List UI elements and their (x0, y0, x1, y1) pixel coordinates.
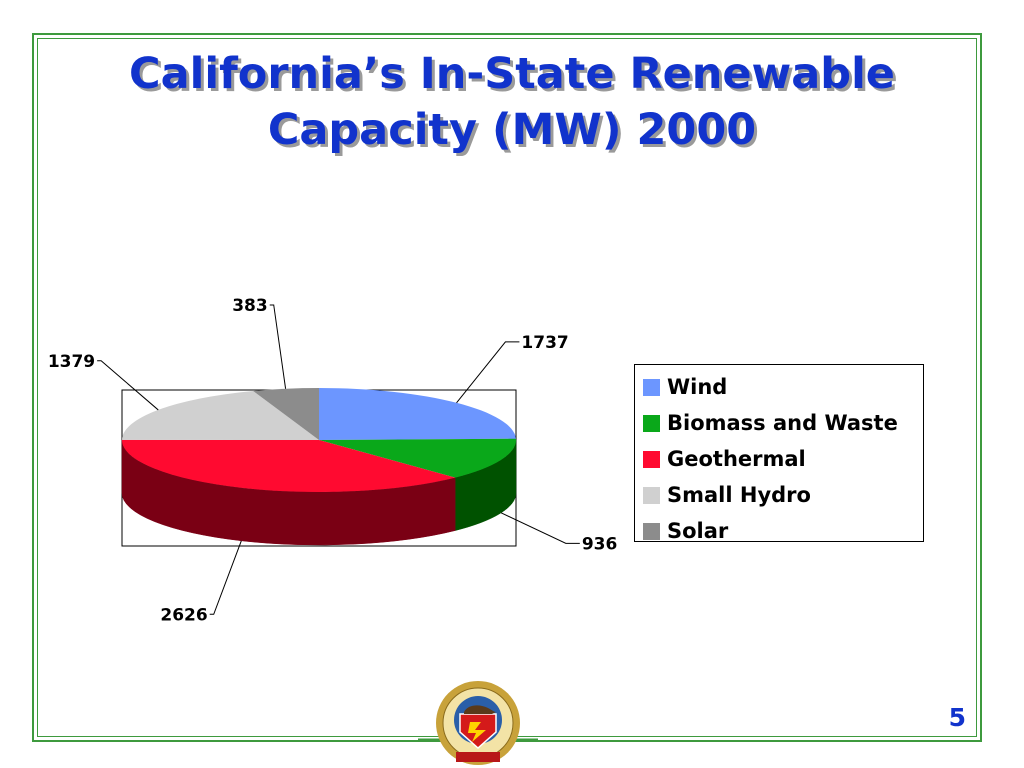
leader-line-biomass-and-waste (500, 512, 580, 544)
page-number: 5 (948, 703, 966, 732)
legend-item-biomass-and-waste: Biomass and Waste (635, 405, 923, 441)
legend-label-solar: Solar (667, 519, 729, 543)
legend-item-wind: Wind (635, 369, 923, 405)
slide-title-line1: California’s In-State Renewable (129, 49, 895, 99)
pie-data-labels: 1737 936 2626 1379 383 (48, 296, 618, 625)
data-label-biomass-and-waste: 936 (582, 534, 618, 554)
pie-slice-wind (319, 388, 516, 440)
pie-slice-small-hydro (122, 390, 319, 440)
data-label-small-hydro: 1379 (48, 352, 95, 372)
legend-label-small-hydro: Small Hydro (667, 483, 811, 507)
legend-swatch-biomass-and-waste (643, 414, 660, 432)
energy-commission-seal-logo (418, 681, 538, 765)
legend-swatch-small-hydro (643, 486, 660, 504)
legend-swatch-solar (643, 522, 660, 540)
legend-item-solar: Solar (635, 513, 923, 549)
data-label-wind: 1737 (521, 333, 568, 353)
leader-line-wind (456, 341, 520, 404)
chart-legend: Wind Biomass and Waste Geothermal Small Hyd… (634, 364, 924, 543)
legend-swatch-geothermal (643, 450, 660, 468)
data-label-solar: 383 (232, 296, 268, 316)
slide-title: California’s In-State Renewable Capacity… (60, 46, 964, 158)
pie-leader-lines (97, 304, 580, 615)
legend-label-biomass-and-waste: Biomass and Waste (667, 411, 898, 435)
leader-line-geothermal (209, 540, 242, 615)
leader-line-small-hydro (97, 360, 159, 411)
pie-top (121, 388, 516, 493)
legend-item-geothermal: Geothermal (635, 441, 923, 477)
leader-line-solar (269, 304, 287, 389)
pie-slice-biomass-and-waste (319, 438, 516, 478)
legend-label-geothermal: Geothermal (667, 447, 806, 471)
pie-slice-geothermal (121, 439, 456, 493)
legend-label-wind: Wind (667, 375, 728, 399)
legend-swatch-wind (643, 378, 660, 396)
legend-item-small-hydro: Small Hydro (635, 477, 923, 513)
data-label-geothermal: 2626 (160, 605, 207, 625)
pie-slice-solar (253, 388, 319, 440)
slide-title-line2: Capacity (MW) 2000 (267, 105, 757, 155)
